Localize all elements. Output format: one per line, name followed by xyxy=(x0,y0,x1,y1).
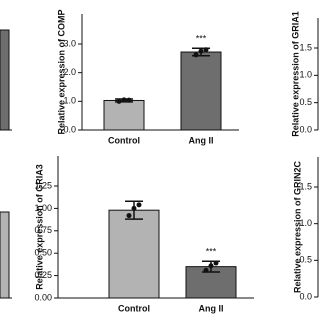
y-axis-label: Relative expression of COMP xyxy=(56,9,66,134)
significance: *** xyxy=(206,247,217,257)
y-axis-label: Relative expression of GRIA3 xyxy=(34,164,44,290)
data-point xyxy=(126,213,132,219)
x-tick-label: Control xyxy=(118,303,150,313)
y-tick-label: 0.0 xyxy=(299,291,312,301)
y-tick-label: 0.0 xyxy=(63,124,76,134)
y-tick-label: 1.5 xyxy=(299,42,312,52)
data-point xyxy=(136,202,142,208)
y-tick-label: 2.0 xyxy=(63,67,76,77)
data-point xyxy=(116,98,122,104)
cropped-bar xyxy=(0,211,10,299)
cropped-bar xyxy=(0,29,10,131)
data-point xyxy=(131,205,137,211)
y-axis-label: Relative expression of GRIA1 xyxy=(290,11,300,137)
y-tick-label: 0.5 xyxy=(299,255,312,265)
y-tick-label: 1.00 xyxy=(34,203,52,213)
significance: *** xyxy=(196,34,207,44)
x-tick-label: Ang II xyxy=(189,135,214,145)
y-tick-label: 0.5 xyxy=(299,97,312,107)
data-point xyxy=(213,260,219,266)
y-tick-label: 0.0 xyxy=(299,124,312,134)
y-tick-label: 0.75 xyxy=(34,225,52,235)
data-point xyxy=(203,47,209,53)
y-tick-label: 1.0 xyxy=(63,96,76,106)
y-tick-label: 0.50 xyxy=(34,248,52,258)
y-tick-label: 3.0 xyxy=(63,38,76,48)
y-tick-label: 1.25 xyxy=(34,180,52,190)
x-tick-label: Control xyxy=(108,135,140,145)
y-tick-label: 0.00 xyxy=(34,292,52,302)
bar xyxy=(180,51,222,131)
data-point xyxy=(198,48,204,54)
bar xyxy=(108,209,160,299)
data-point xyxy=(203,267,209,273)
data-point xyxy=(208,263,214,269)
bar xyxy=(103,99,145,131)
data-point xyxy=(121,97,127,103)
data-point xyxy=(126,97,132,103)
y-tick-label: 1.0 xyxy=(299,70,312,80)
x-tick-label: Ang II xyxy=(199,303,224,313)
y-tick-label: 0.25 xyxy=(34,270,52,280)
y-tick-label: 1.0 xyxy=(299,218,312,228)
data-point xyxy=(193,52,199,58)
y-axis-label: Relative expression of GRIN2C xyxy=(292,160,302,293)
y-tick-label: 1.5 xyxy=(299,181,312,191)
